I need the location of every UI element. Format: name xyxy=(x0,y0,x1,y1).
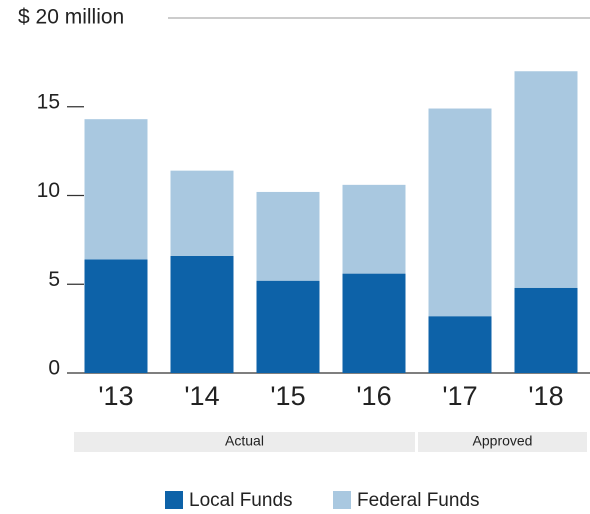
bar-segment xyxy=(84,259,148,373)
x-tick-label: '18 xyxy=(528,381,563,411)
bar-segment xyxy=(428,316,492,373)
bar-segment xyxy=(514,287,578,373)
y-tick-label: 5 xyxy=(48,268,60,291)
bar-segment xyxy=(84,119,148,260)
legend-swatch xyxy=(165,491,183,509)
y-tick-label: 10 xyxy=(37,179,60,202)
x-tick-label: '17 xyxy=(442,381,477,411)
bar-segment xyxy=(170,255,234,373)
y-tick-label: $ 20 million xyxy=(18,6,124,29)
bar-segment xyxy=(342,273,406,373)
x-tick-label: '15 xyxy=(270,381,305,411)
legend-label: Federal Funds xyxy=(357,490,480,511)
legend-label: Local Funds xyxy=(189,490,293,511)
group-label: Approved xyxy=(473,433,533,449)
x-tick-label: '13 xyxy=(98,381,133,411)
y-tick-label: 15 xyxy=(37,90,60,113)
bar-segment xyxy=(514,71,578,288)
group-label: Actual xyxy=(225,433,264,449)
bar-segment xyxy=(342,184,406,274)
bar-segment xyxy=(428,108,492,317)
legend-swatch xyxy=(333,491,351,509)
bar-segment xyxy=(256,280,320,373)
bar-segment xyxy=(256,191,320,281)
y-tick-label: 0 xyxy=(48,357,60,380)
x-tick-label: '14 xyxy=(184,381,219,411)
x-tick-label: '16 xyxy=(356,381,391,411)
group-band xyxy=(418,432,587,452)
group-band xyxy=(74,432,415,452)
bar-segment xyxy=(170,170,234,256)
